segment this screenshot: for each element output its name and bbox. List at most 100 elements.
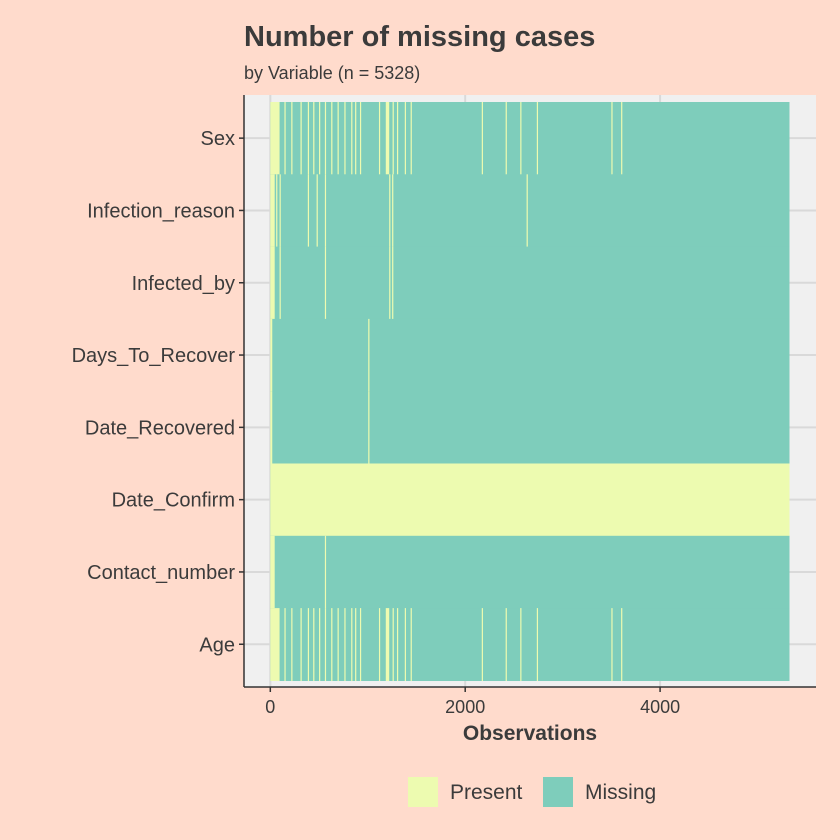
- y-tick-labels: Sex Infection_reason Infected_by Days_To_Re…: [72, 128, 244, 656]
- legend-swatch-missing: [543, 777, 573, 807]
- present-tile: [520, 608, 522, 681]
- present-tile: [307, 174, 310, 248]
- present-tile: [284, 608, 286, 681]
- present-tile: [621, 608, 623, 681]
- present-tile: [331, 608, 333, 681]
- present-tile: [404, 608, 406, 681]
- present-tile: [324, 102, 327, 175]
- present-tile: [396, 102, 399, 175]
- legend-label-missing: Missing: [585, 781, 656, 804]
- present-tile: [392, 246, 394, 320]
- x-tick-label: 4000: [640, 697, 680, 717]
- present-tile: [621, 102, 623, 175]
- present-tile: [324, 174, 327, 248]
- missing-tile: [270, 535, 790, 609]
- y-tick-label: Age: [199, 634, 235, 656]
- x-axis-title: Observations: [463, 722, 597, 745]
- present-tile: [520, 102, 522, 175]
- present-tile: [611, 102, 613, 175]
- missing-tile: [270, 174, 790, 248]
- legend-swatch-present: [408, 777, 438, 807]
- present-tile: [300, 102, 302, 175]
- missing-tile: [270, 246, 790, 320]
- present-tile: [344, 608, 346, 681]
- present-tile: [279, 174, 281, 248]
- present-tile: [351, 102, 353, 175]
- present-tile: [536, 608, 539, 681]
- present-tile: [307, 102, 310, 175]
- present-tile: [270, 535, 275, 609]
- present-tile: [385, 102, 390, 175]
- present-tile: [368, 318, 370, 392]
- x-tick-label: 0: [265, 697, 275, 717]
- present-tile: [410, 102, 412, 175]
- chart-title: Number of missing cases: [244, 21, 595, 53]
- present-tile: [396, 608, 399, 681]
- present-tile: [392, 102, 394, 175]
- present-tile: [505, 608, 507, 681]
- present-tile: [337, 608, 339, 681]
- present-tile: [291, 608, 293, 681]
- present-tile: [392, 608, 394, 681]
- y-tick-label: Infection_reason: [87, 200, 235, 222]
- present-tile: [300, 608, 302, 681]
- y-tick-label: Sex: [201, 128, 235, 150]
- present-tile: [378, 608, 381, 681]
- present-tile: [385, 608, 390, 681]
- present-tile: [359, 608, 362, 681]
- present-tile: [392, 174, 394, 248]
- present-tile: [404, 102, 406, 175]
- present-tile: [270, 608, 280, 681]
- present-tile: [291, 102, 293, 175]
- present-tile: [331, 102, 333, 175]
- present-tile: [313, 102, 315, 175]
- y-tick-label: Days_To_Recover: [72, 345, 236, 367]
- present-tile: [481, 102, 483, 175]
- present-tile: [410, 608, 412, 681]
- missing-tile: [270, 318, 790, 392]
- present-tile: [355, 608, 357, 681]
- y-tick-label: Date_Recovered: [85, 417, 235, 439]
- present-tile: [389, 174, 391, 248]
- present-tile: [276, 174, 278, 248]
- present-tile: [270, 391, 273, 465]
- present-tile: [351, 608, 353, 681]
- present-tile: [319, 102, 321, 175]
- y-tick-label: Date_Confirm: [112, 490, 235, 512]
- x-tick-labels: 0 2000 4000: [265, 687, 680, 717]
- present-tile: [505, 102, 507, 175]
- present-tile: [378, 102, 381, 175]
- chart-subtitle: by Variable (n = 5328): [244, 63, 420, 83]
- present-tile: [284, 102, 286, 175]
- missing-tile: [270, 391, 790, 465]
- present-tile: [324, 608, 327, 681]
- present-tile: [307, 608, 310, 681]
- present-tile: [313, 608, 315, 681]
- missing-tile: [270, 608, 790, 681]
- present-tile: [389, 246, 391, 320]
- present-tile: [279, 246, 281, 320]
- present-tile: [270, 463, 790, 537]
- present-tile: [611, 608, 613, 681]
- present-tile: [536, 102, 539, 175]
- legend: Present Missing: [408, 777, 656, 807]
- y-tick-label: Contact_number: [87, 562, 235, 584]
- missing-tile: [270, 102, 790, 175]
- present-tile: [337, 102, 339, 175]
- present-tile: [319, 608, 321, 681]
- heatmap-tiles: [270, 102, 790, 681]
- present-tile: [316, 174, 318, 248]
- present-tile: [355, 102, 357, 175]
- present-tile: [324, 535, 327, 609]
- y-tick-label: Infected_by: [132, 273, 235, 295]
- legend-label-present: Present: [450, 781, 523, 804]
- present-tile: [344, 102, 346, 175]
- present-tile: [359, 102, 362, 175]
- present-tile: [270, 102, 280, 175]
- present-tile: [526, 174, 528, 248]
- x-tick-label: 2000: [445, 697, 485, 717]
- present-tile: [481, 608, 483, 681]
- present-tile: [324, 246, 327, 320]
